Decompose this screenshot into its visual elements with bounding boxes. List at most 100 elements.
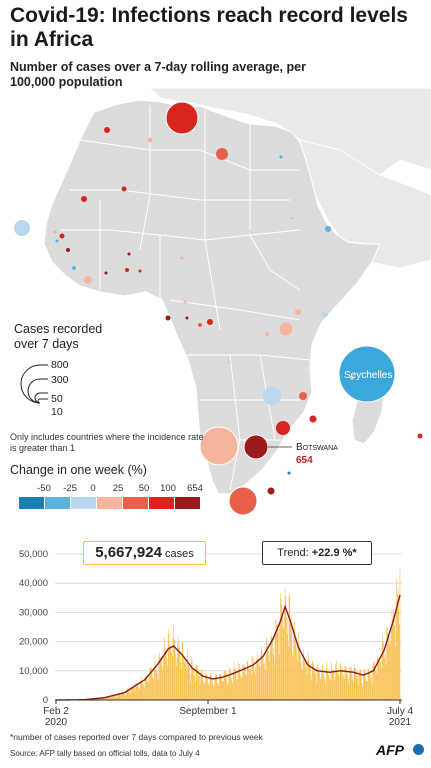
marker-namibia [199,426,239,466]
chart-bar [153,667,155,700]
chart-bar [304,659,305,700]
chart-bar [255,675,257,700]
chart-bar [167,634,169,700]
chart-bar [134,687,135,700]
chart-bar [184,662,186,700]
chart-bar [143,683,144,700]
chart-bar [259,661,261,700]
chart-bar [124,694,126,700]
chart-bar [145,675,146,700]
chart-bar [205,675,206,700]
chart-bar [240,674,241,700]
chart-bar [220,673,221,700]
chart-bar [321,664,323,700]
chart-bar [256,659,257,700]
chart-bar [363,670,365,700]
chart-bar [171,656,173,700]
chart-bar [389,643,390,700]
marker-gambia [53,230,57,234]
chart-bar [100,698,101,700]
marker-ethiopia [325,226,331,232]
chart-bar [127,689,129,700]
chart-bar [292,652,293,700]
marker-nigeria [180,256,184,260]
chart-bar [210,672,212,700]
change-label-50: 50 [138,483,150,494]
chart-bar [221,676,222,700]
chart-bar [181,642,183,700]
chart-bar [298,632,299,700]
chart-bar [339,663,341,700]
chart-bar [235,673,237,700]
chart-bar [260,650,262,700]
chart-bar [383,641,384,700]
marker-malawi [299,392,307,400]
chart-bar [140,680,141,700]
chart-bar [357,684,359,700]
chart-bar [194,674,196,700]
chart-y-tick-label: 30,000 [19,607,48,618]
chart-bar [288,646,289,700]
chart-bar [338,673,340,700]
chart-bar [353,682,354,700]
chart-bar [359,671,360,700]
chart-bar [159,658,161,700]
chart-bar [395,601,397,700]
chart-daily-bars [56,568,401,700]
chart-bar [329,680,331,700]
chart-bar [125,695,127,700]
chart-bar [229,671,231,700]
chart-bar [180,662,182,700]
chart-bar [282,628,284,700]
marker-mali [121,186,127,192]
chart-bar [304,659,306,700]
marker-botswana [243,434,269,460]
chart-bar [281,604,283,700]
chart-bar [207,677,208,700]
chart-bar [193,668,194,700]
chart-bar [239,668,241,700]
chart-bar [138,687,140,700]
chart-bar [182,641,184,700]
chart-y-tick-label: 50,000 [19,549,48,560]
chart-bar [197,670,199,700]
marker-drc [207,319,213,325]
chart-bar [218,686,219,700]
chart-bar [165,650,166,700]
chart-bar [244,664,245,700]
chart-bar [175,665,177,700]
chart-bar [399,624,400,700]
chart-bar [187,650,188,700]
chart-bar [199,676,200,700]
chart-bar [312,660,313,700]
chart-bar [257,662,259,700]
afp-logo: AFP [376,742,404,758]
change-label-654: 654 [187,483,203,494]
chart-bar [335,660,337,700]
chart-bar [169,644,170,700]
chart-bar [232,672,234,700]
chart-bar [314,668,315,700]
chart-bar [110,696,112,700]
chart-bar [323,673,324,700]
chart-bar [328,674,330,700]
chart-bar [252,657,253,700]
chart-bar [205,671,207,700]
chart-bar [132,686,134,700]
chart-bar [185,670,187,700]
chart-bar [374,662,376,700]
chart-bar [199,684,201,700]
chart-bar [130,688,132,700]
chart-bar [120,695,122,700]
chart-bar [133,686,134,700]
chart-bar [264,669,266,700]
chart-bar [393,608,394,700]
chart-bar [102,697,104,700]
chart-bar [364,668,366,700]
marker-congo [198,323,202,327]
marker-mozambique [309,415,317,423]
chart-bar [200,671,202,700]
chart-bar [361,675,362,700]
chart-bar [228,674,229,700]
chart-bar [283,626,285,700]
